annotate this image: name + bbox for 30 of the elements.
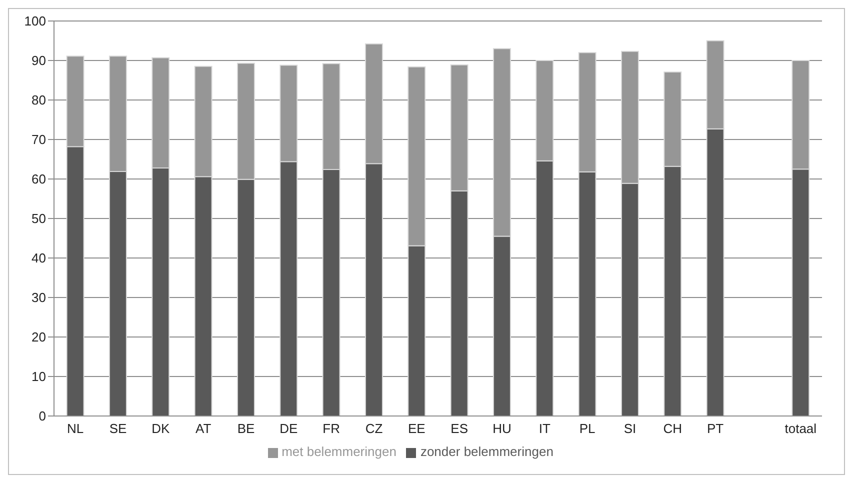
y-tick-label: 60 — [32, 172, 46, 187]
y-tick-label: 50 — [32, 211, 46, 226]
y-tick-label: 10 — [32, 369, 46, 384]
x-tick-label: FR — [322, 421, 340, 436]
legend-label: zonder belemmeringen — [420, 444, 554, 459]
x-tick-label: DK — [152, 421, 170, 436]
y-tick-label: 30 — [32, 290, 46, 306]
x-tick-label: totaal — [784, 421, 817, 436]
x-tick-label: SE — [109, 421, 127, 436]
y-tick-label: 40 — [32, 250, 46, 266]
x-tick-label: CH — [663, 421, 682, 436]
legend-label: met belemmeringen — [282, 444, 396, 459]
y-tick-label: 90 — [32, 53, 46, 68]
x-tick-label: ES — [450, 421, 468, 436]
x-tick-label: AT — [196, 421, 212, 436]
x-tick-label: CZ — [365, 421, 383, 436]
x-tick-label: NL — [67, 421, 84, 436]
y-tick-label: 20 — [32, 330, 46, 345]
y-tick-label: 70 — [32, 132, 46, 148]
x-tick-label: PT — [707, 421, 724, 436]
x-tick-label: HU — [492, 421, 512, 436]
x-tick-label: IT — [538, 421, 550, 436]
y-tick-label: 0 — [38, 408, 46, 424]
y-tick-label: 80 — [32, 92, 46, 108]
x-tick-label: DE — [280, 421, 298, 436]
x-tick-label: SI — [624, 421, 636, 436]
x-tick-label: PL — [579, 421, 596, 436]
y-tick-label: 100 — [24, 14, 46, 29]
x-tick-label: BE — [237, 421, 255, 436]
x-tick-label: EE — [408, 421, 426, 436]
